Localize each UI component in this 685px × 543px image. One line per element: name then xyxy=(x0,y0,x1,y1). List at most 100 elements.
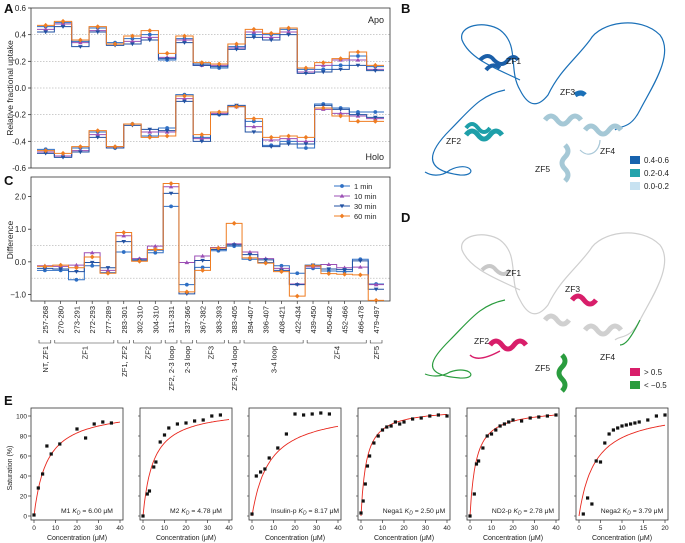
c-group-label: NT, ZF1 xyxy=(41,346,50,373)
data-point xyxy=(629,422,633,426)
data-point xyxy=(259,470,263,474)
data-point xyxy=(436,413,440,417)
binding-subplot-nd2-p: 0 10 20 30 40 Concentration (μM) ND2-p KD = 2.… xyxy=(465,407,560,542)
a-ytick-label: -0.4 xyxy=(12,137,26,146)
data-point xyxy=(263,467,267,471)
data-point xyxy=(267,456,271,460)
a-ytick-label: 0.4 xyxy=(15,31,27,40)
apo-point xyxy=(338,67,343,72)
b-legend-label-low: 0.0-0.2 xyxy=(644,182,669,191)
d-legend-swatch-neg xyxy=(630,381,640,389)
panel-letter-c: C xyxy=(4,173,14,188)
c-category-label: 272-293 xyxy=(88,306,97,334)
data-point xyxy=(445,414,449,418)
apo-label: Apo xyxy=(368,15,384,25)
holo-point xyxy=(251,130,257,135)
diff-point xyxy=(294,283,300,287)
legend-marker-60-min xyxy=(339,213,345,219)
holo-label: Holo xyxy=(365,152,384,162)
e-ytick-label: 40 xyxy=(20,474,28,481)
b-label-zf5: ZF5 xyxy=(535,164,550,174)
apo-zf4-helix xyxy=(583,123,623,137)
holo-point xyxy=(182,93,187,99)
holo-point xyxy=(43,151,48,156)
e-xtick-label: 30 xyxy=(95,525,103,532)
holo-point xyxy=(165,126,170,130)
apo-point xyxy=(43,27,48,31)
data-point xyxy=(477,459,481,463)
legend-label-10-min: 10 min xyxy=(354,192,377,201)
kd-value: = 4.78 μM xyxy=(190,508,223,515)
data-point xyxy=(201,418,205,422)
diff-point xyxy=(342,271,347,277)
panel-a-frame xyxy=(30,7,391,169)
diff-point xyxy=(121,240,127,244)
diff-point xyxy=(74,270,79,274)
apo-zf2-helix xyxy=(464,122,504,142)
apo-point xyxy=(286,25,291,31)
c-category-label: 270-280 xyxy=(57,306,66,334)
apo-point xyxy=(182,33,187,39)
apo-point xyxy=(95,24,101,30)
e-xtick-label: 30 xyxy=(313,525,321,532)
diff-point xyxy=(326,262,332,267)
diff-point xyxy=(121,233,127,238)
data-point xyxy=(84,436,88,440)
holo-line-30-min xyxy=(37,100,384,158)
data-point xyxy=(402,420,406,424)
d-label-zf1: ZF1 xyxy=(506,268,521,278)
e-xtick-label: 20 xyxy=(661,525,669,532)
apo-point xyxy=(199,63,205,68)
diff-point xyxy=(74,265,79,271)
kd-value: = 8.17 μM xyxy=(307,508,340,515)
c-group-label: ZF3 xyxy=(207,346,216,359)
c-group-bracket xyxy=(227,340,241,344)
diff-zf5-helix xyxy=(556,353,568,393)
data-point xyxy=(489,432,494,436)
subplot-name: Nega2 xyxy=(601,508,623,515)
c-ytick-label: 0.0 xyxy=(15,258,27,267)
panel-a-y-ticks: -0.6 -0.4 -0.2 0.0 0.2 0.4 0.6 xyxy=(12,4,390,173)
fit-curve xyxy=(33,421,121,517)
apo-point xyxy=(130,42,135,47)
e-xtick-label: 20 xyxy=(400,525,408,532)
diff-point xyxy=(137,258,142,264)
e-xtick-label: 30 xyxy=(422,525,430,532)
c-group-bracket xyxy=(54,340,115,344)
apo-point xyxy=(355,63,361,68)
apo-point xyxy=(251,26,257,32)
c-group-bracket xyxy=(117,340,130,344)
e-xtick-label: 30 xyxy=(204,525,212,532)
panel-letter-a: A xyxy=(4,1,14,16)
e-xtick-label: 20 xyxy=(291,525,299,532)
diff-point xyxy=(263,260,269,266)
data-point xyxy=(154,460,158,464)
apo-zf3-helix xyxy=(543,90,587,127)
diff-point xyxy=(153,250,158,255)
a-ytick-label: -0.6 xyxy=(12,164,26,173)
data-point xyxy=(594,459,598,463)
panel-a-series xyxy=(37,18,384,160)
e-xtick-label: 10 xyxy=(379,525,387,532)
c-group-bracket xyxy=(133,340,162,344)
data-point xyxy=(616,426,620,430)
binding-subplot-m1: 0 20 40 60 80 100 0 10 20 30 40 Concentration (μM) M… xyxy=(16,407,124,542)
apo-point xyxy=(303,65,309,71)
kd-symbol: K xyxy=(513,508,518,515)
c-category-label: 452-466 xyxy=(341,306,350,334)
c-category-label: 396-407 xyxy=(262,306,271,334)
diff-point xyxy=(105,266,111,270)
data-point xyxy=(624,423,628,427)
diff-point xyxy=(247,253,253,257)
diff-point xyxy=(121,230,127,235)
holo-point xyxy=(60,155,66,160)
data-point xyxy=(158,440,162,444)
legend-marker-30-min xyxy=(339,204,345,209)
binding-subplot-nega2: 0 5 10 15 20 Concentration (μM) Nega2 KD = 3.7… xyxy=(574,407,669,542)
b-label-zf3: ZF3 xyxy=(560,87,575,97)
data-point xyxy=(145,492,149,496)
kd-annotation: ND2-p KD = 2.78 μM xyxy=(492,508,554,517)
data-point xyxy=(428,414,432,418)
data-point xyxy=(372,441,376,445)
